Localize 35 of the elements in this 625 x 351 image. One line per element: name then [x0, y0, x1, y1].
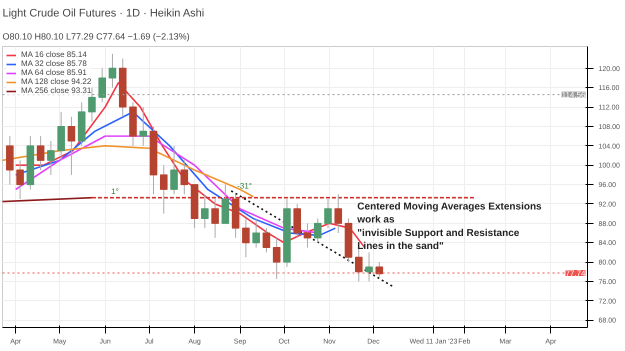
legend-label: MA 32 close 85.78 — [21, 59, 87, 68]
candlestick — [160, 164, 168, 214]
candlestick — [272, 237, 280, 280]
legend-label: MA 256 close 93.31 — [21, 86, 92, 95]
candlestick — [201, 194, 209, 229]
candlestick — [47, 140, 55, 176]
candlestick — [36, 136, 44, 171]
candlestick — [211, 198, 219, 238]
candlestick — [262, 228, 270, 253]
legend-label: MA 128 close 94.22 — [21, 77, 92, 86]
candlestick — [365, 252, 373, 282]
candlestick — [108, 53, 116, 88]
candlestick — [334, 194, 342, 234]
candlestick — [98, 68, 106, 103]
annotation: -31° — [237, 181, 252, 190]
candlestick — [376, 262, 384, 278]
line-series — [2, 145, 254, 198]
candlestick — [242, 218, 250, 258]
candlestick — [252, 218, 260, 248]
candlestick — [324, 198, 332, 229]
chart-title: Light Crude Oil Futures · 1D · Heikin Ashi — [2, 8, 204, 20]
candlestick — [304, 222, 312, 248]
annotation: 1° — [111, 187, 119, 196]
annotation: Centered Moving Averages Extensions work as "invisible Support and Resistance Lines in the sand" — [356, 202, 542, 252]
candlestick — [180, 160, 188, 195]
candlestick — [314, 218, 322, 244]
candlestick — [170, 145, 178, 195]
candlestick — [68, 116, 76, 176]
legend-label: MA 16 close 85.14 — [21, 50, 87, 59]
candlestick — [16, 160, 24, 200]
candlestick — [139, 106, 148, 146]
chart-subtitle: O80.10 H80.10 L77.29 C77.64 −1.69 (−2.13%) — [2, 32, 190, 42]
ref-line-label: 77.74 — [565, 269, 586, 278]
ref-line-label: 114.56 — [562, 90, 586, 100]
legend-label: MA 64 close 85.91 — [21, 68, 87, 77]
